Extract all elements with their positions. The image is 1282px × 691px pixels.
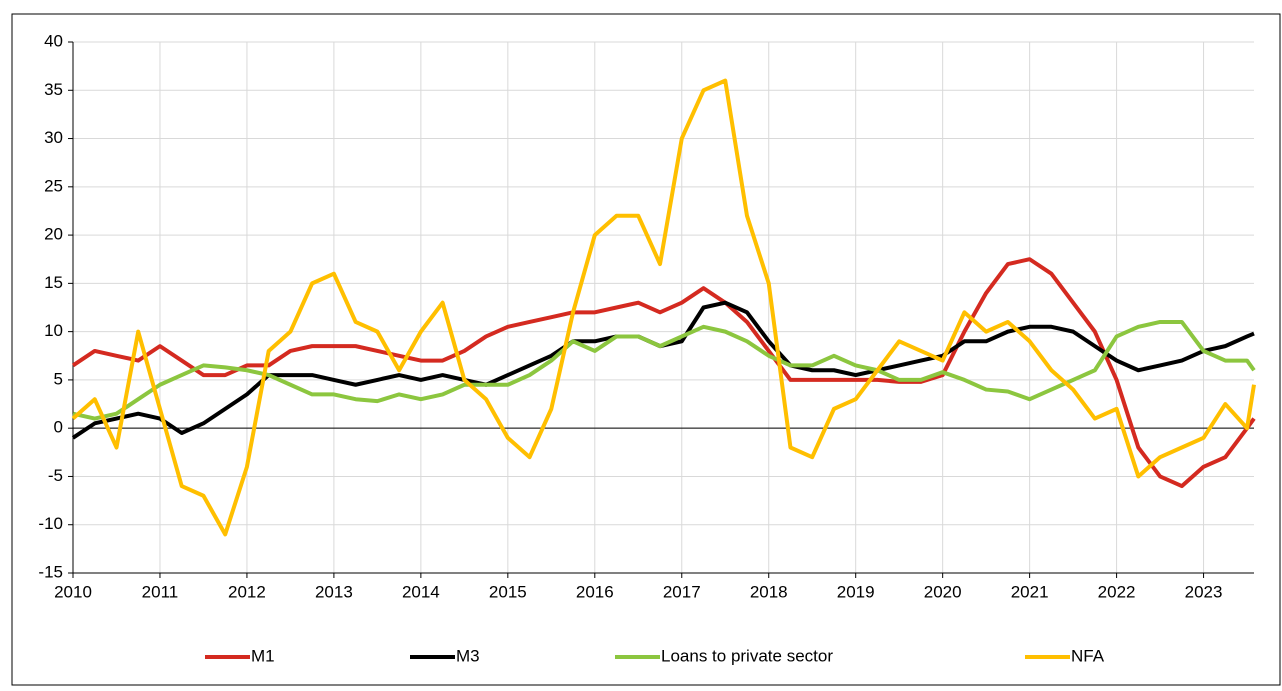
series-line [71,78,1256,537]
y-tick-label: 10 [44,321,63,340]
y-tick-label: 20 [44,225,63,244]
x-tick-label: 2010 [54,582,92,601]
y-tick-label: -10 [38,514,63,533]
series-line [72,319,1256,421]
x-tick-label: 2018 [750,582,788,601]
x-tick-label: 2021 [1011,582,1049,601]
y-tick-label: -15 [38,562,63,581]
y-tick-label: 35 [44,80,63,99]
legend-label: M3 [456,646,480,665]
y-tick-label: -5 [48,466,63,485]
x-tick-label: 2017 [663,582,701,601]
y-tick-label: 40 [44,31,63,50]
series-line [71,257,1256,489]
x-tick-label: 2013 [315,582,353,601]
x-tick-label: 2022 [1098,582,1136,601]
x-tick-label: 2023 [1185,582,1223,601]
legend-label: NFA [1071,646,1105,665]
x-tick-label: 2012 [228,582,266,601]
x-tick-label: 2014 [402,582,440,601]
legend-label: Loans to private sector [661,646,833,665]
y-tick-label: 30 [44,128,63,147]
chart-border [11,13,1281,686]
x-tick-label: 2015 [489,582,527,601]
x-tick-label: 2020 [924,582,962,601]
x-tick-label: 2016 [576,582,614,601]
x-tick-label: 2011 [142,582,179,601]
y-tick-label: 0 [54,418,63,437]
y-tick-label: 25 [44,176,63,195]
x-tick-label: 2019 [837,582,875,601]
y-tick-label: 15 [44,273,63,292]
y-tick-label: 5 [54,369,63,388]
legend-label: M1 [251,646,275,665]
